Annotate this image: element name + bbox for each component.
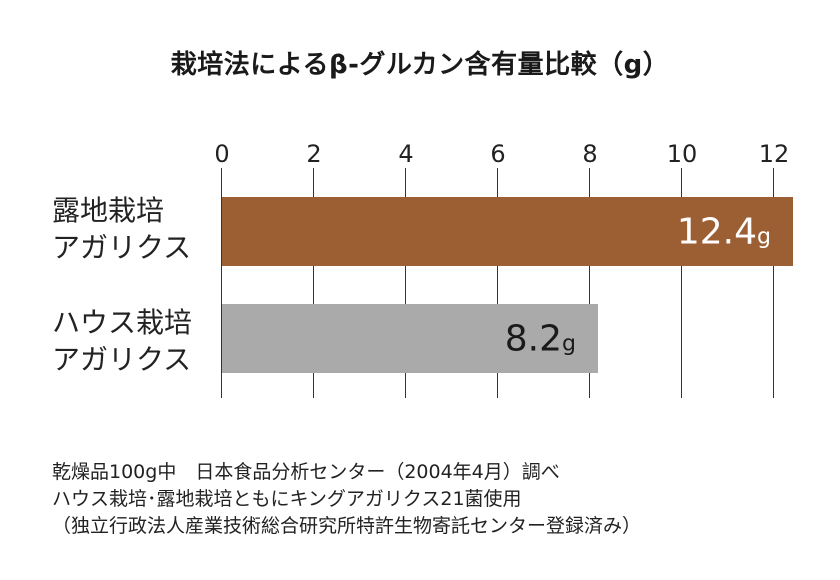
category-label-line: ハウス栽培 [52,306,193,339]
bar-value: 8.2 [504,318,563,359]
x-tick-label: 6 [490,140,506,168]
footnote-line: ハウス栽培･露地栽培ともにキングアガリクス21菌使用 [52,488,522,510]
bar-value-label: 8.2g [505,318,576,359]
chart-plot-area: 0 2 4 6 8 10 12 12.4g 8.2g 露地栽培 アガリクス ハウ… [52,140,793,398]
gridline [497,168,499,398]
x-tick-label: 10 [666,140,698,168]
bar-open-field: 12.4g [222,197,793,266]
category-label-line: 露地栽培 [52,194,165,227]
category-label-line: アガリクス [52,231,192,264]
x-tick-label: 0 [214,140,230,168]
bar-unit: g [757,224,771,249]
bar-greenhouse: 8.2g [222,304,598,373]
footnote-line: （独立行政法人産業技術総合研究所特許生物寄託センター登録済み） [52,515,642,537]
x-tick-label: 4 [398,140,414,168]
footnotes: 乾燥品100g中 日本食品分析センター（2004年4月）調べ ハウス栽培･露地栽… [52,459,641,540]
category-label-line: アガリクス [52,343,192,376]
bar-value-label: 12.4g [677,211,771,252]
x-tick-label: 2 [306,140,322,168]
gridline [313,168,315,398]
footnote-line: 乾燥品100g中 日本食品分析センター（2004年4月）調べ [52,461,560,483]
category-label-greenhouse: ハウス栽培 アガリクス [52,304,212,378]
bar-value: 12.4 [676,211,758,252]
chart-title: 栽培法によるβ-グルカン含有量比較（g） [170,50,670,80]
bar-unit: g [562,331,576,356]
gridline-axis [221,168,223,398]
gridline [589,168,591,398]
category-label-open-field: 露地栽培 アガリクス [52,192,212,266]
gridline [405,168,407,398]
x-tick-label: 8 [582,140,598,168]
gridline [773,168,775,398]
x-tick-label: 12 [758,140,790,168]
gridline [681,168,683,398]
